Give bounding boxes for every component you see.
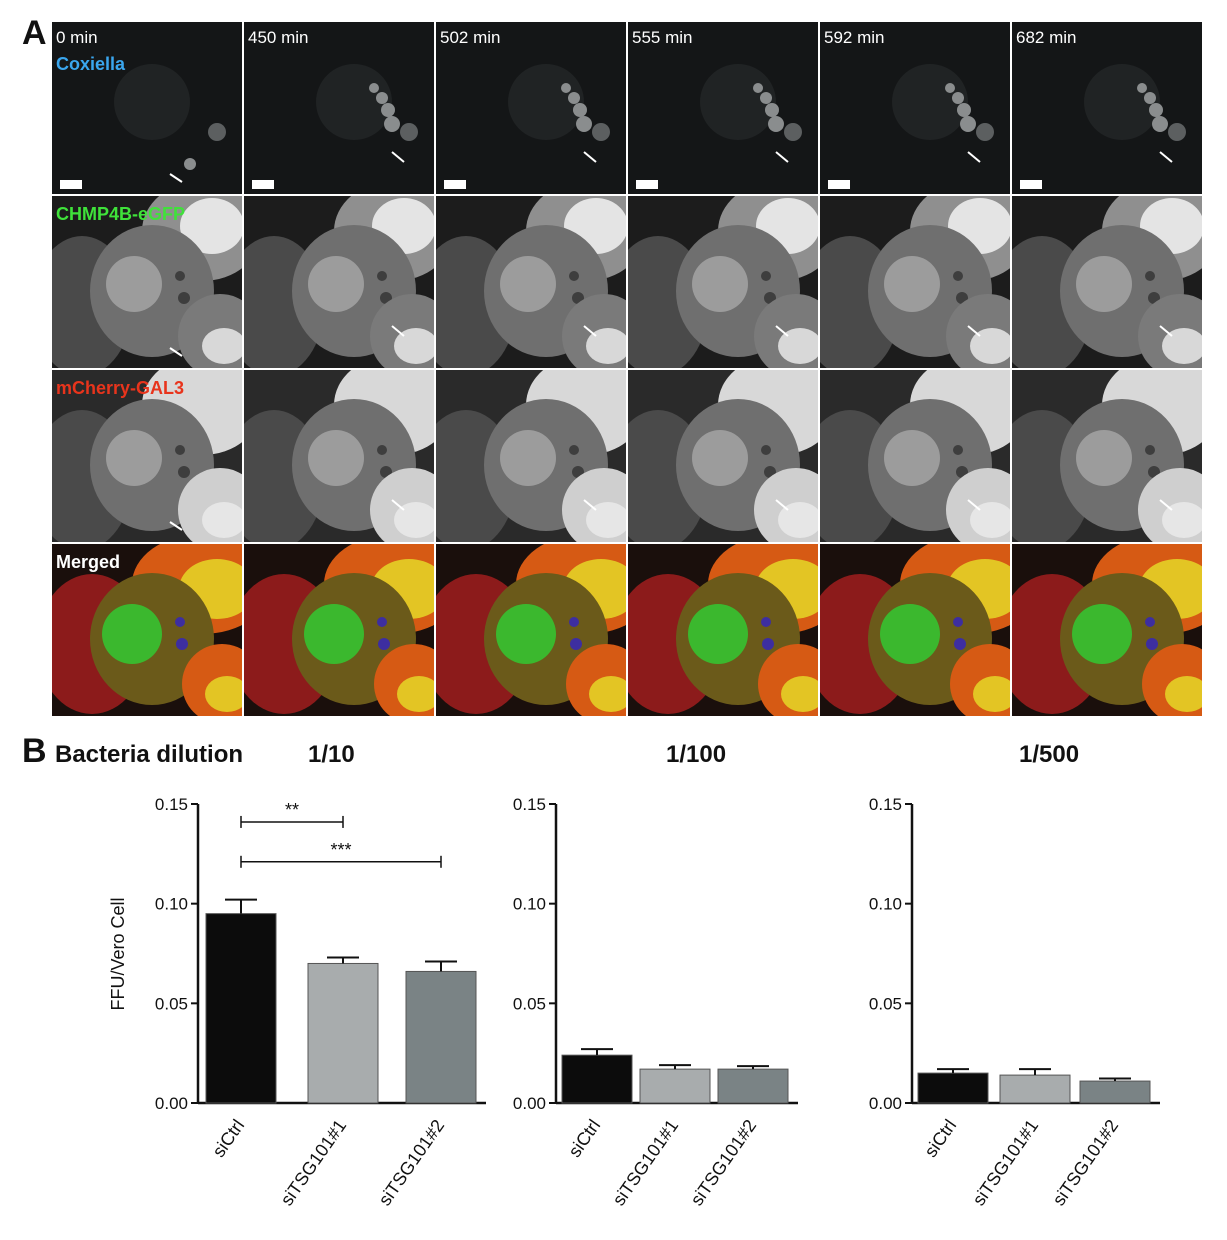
x-tick-label: siTSG101#1 bbox=[969, 1116, 1043, 1209]
x-tick-label: siTSG101#1 bbox=[277, 1116, 351, 1209]
x-tick-label: siCtrl bbox=[920, 1116, 960, 1161]
x-tick-label: siTSG101#1 bbox=[609, 1116, 683, 1209]
bar-siTSG101#2 bbox=[718, 1069, 788, 1103]
bar-siTSG101#2 bbox=[1080, 1081, 1150, 1103]
x-tick-label: siTSG101#2 bbox=[687, 1116, 761, 1209]
y-tick-label: 0.00 bbox=[869, 1094, 902, 1113]
y-tick-label: 0.10 bbox=[513, 895, 546, 914]
bar-siTSG101#1 bbox=[640, 1069, 710, 1103]
y-tick-label: 0.15 bbox=[869, 795, 902, 814]
x-tick-label: siTSG101#2 bbox=[1049, 1116, 1123, 1209]
y-tick-label: 0.00 bbox=[513, 1094, 546, 1113]
bar-siCtrl bbox=[918, 1073, 988, 1103]
significance-label: *** bbox=[330, 840, 351, 860]
x-tick-label: siCtrl bbox=[208, 1116, 248, 1161]
y-tick-label: 0.15 bbox=[155, 795, 188, 814]
bar-siTSG101#2 bbox=[406, 971, 476, 1103]
x-tick-label: siTSG101#2 bbox=[375, 1116, 449, 1209]
x-tick-label: siCtrl bbox=[564, 1116, 604, 1161]
significance-label: ** bbox=[285, 800, 299, 820]
y-axis-label: FFU/Vero Cell bbox=[108, 897, 128, 1010]
y-tick-label: 0.15 bbox=[513, 795, 546, 814]
y-tick-label: 0.05 bbox=[155, 994, 188, 1013]
y-tick-label: 0.10 bbox=[155, 895, 188, 914]
y-tick-label: 0.05 bbox=[869, 994, 902, 1013]
y-tick-label: 0.10 bbox=[869, 895, 902, 914]
bar-siTSG101#1 bbox=[1000, 1075, 1070, 1103]
bar-siCtrl bbox=[206, 914, 276, 1103]
bar-siCtrl bbox=[562, 1055, 632, 1103]
y-tick-label: 0.05 bbox=[513, 994, 546, 1013]
bar-siTSG101#1 bbox=[308, 963, 378, 1103]
y-tick-label: 0.00 bbox=[155, 1094, 188, 1113]
